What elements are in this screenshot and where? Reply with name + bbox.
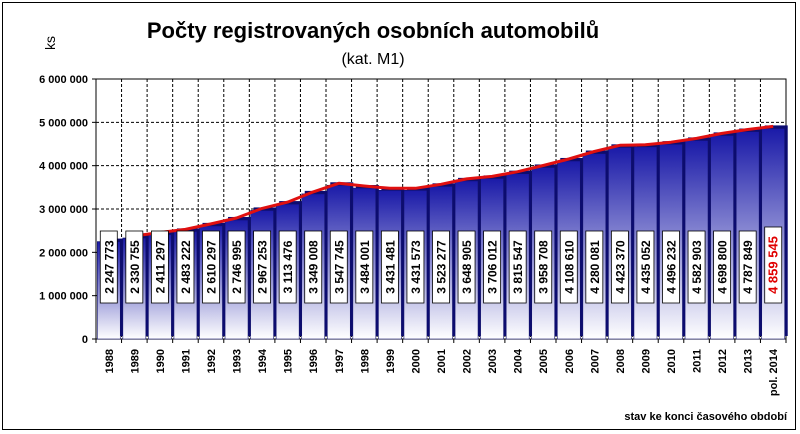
- x-tick-label: 2003: [487, 349, 499, 373]
- plot-area: 0 1 000 000 2 000 000 3 000 000 4 000 000 5 0…: [39, 74, 788, 396]
- x-tick-label: pol. 2014: [768, 348, 780, 396]
- value-label-box: [508, 230, 527, 304]
- x-tick-label: 1989: [129, 349, 141, 373]
- y-tick-label: 1 000 000: [39, 291, 88, 303]
- x-tick-label: 1997: [334, 349, 346, 373]
- x-tick-label: 1993: [232, 349, 244, 373]
- x-tick-label: 1990: [155, 349, 167, 373]
- y-axis-label: ks: [42, 36, 58, 50]
- value-label: 2 411 297: [153, 240, 167, 293]
- value-label-box: [304, 230, 323, 304]
- value-label: 4 787 849: [741, 240, 755, 294]
- chart-subtitle: (kat. M1): [341, 51, 404, 68]
- bar-chart: Počty registrovaných osobních automobilů…: [39, 18, 788, 423]
- value-label-box: [738, 230, 757, 304]
- value-label: 4 859 545: [766, 236, 781, 294]
- x-tick-label: 1996: [308, 349, 320, 373]
- x-tick-label: 2009: [640, 349, 652, 373]
- value-label: 3 648 905: [460, 240, 474, 294]
- chart-frame: Počty registrovaných osobních automobilů…: [2, 2, 796, 430]
- value-label: 2 746 995: [230, 240, 244, 294]
- value-label: 2 483 222: [179, 240, 193, 294]
- y-tick-label: 0: [82, 334, 88, 346]
- value-label: 2 610 297: [205, 240, 219, 294]
- footnote: stav ke konci časového období: [624, 411, 788, 423]
- value-label-box: [202, 230, 220, 304]
- value-label-box: [483, 230, 502, 304]
- value-label-box: [278, 230, 297, 304]
- value-label: 4 423 370: [613, 240, 627, 294]
- value-label-box: [227, 230, 246, 304]
- value-label-box: [534, 230, 553, 304]
- x-tick-label: 2005: [538, 349, 550, 373]
- y-tick-label: 4 000 000: [39, 161, 88, 173]
- x-tick-label: 2004: [513, 348, 525, 373]
- y-tick-label: 5 000 000: [39, 117, 88, 129]
- x-tick-label: 2001: [436, 349, 448, 373]
- value-label-box: [585, 230, 604, 304]
- x-tick-label: 2012: [717, 349, 729, 373]
- value-label-box: [662, 230, 680, 304]
- value-label-box: [610, 230, 629, 304]
- value-label: 3 706 012: [486, 240, 500, 294]
- value-label: 4 435 052: [639, 240, 653, 294]
- value-label: 3 547 745: [332, 240, 346, 294]
- x-tick-label: 2006: [564, 349, 576, 373]
- x-tick-label: 2010: [666, 349, 678, 373]
- y-tick-label: 2 000 000: [39, 247, 88, 259]
- x-tick-label: 2013: [743, 349, 755, 373]
- x-tick-label: 2008: [615, 349, 627, 373]
- value-label-box: [355, 230, 374, 304]
- value-label: 3 431 573: [409, 240, 423, 294]
- value-label-box: [687, 230, 706, 304]
- value-label: 3 484 001: [358, 240, 372, 294]
- x-tick-label: 1988: [104, 349, 116, 373]
- value-label: 4 698 800: [716, 240, 730, 294]
- x-tick-label: 1998: [359, 349, 371, 373]
- value-label-box: [99, 230, 118, 304]
- value-label-box: [559, 230, 578, 304]
- value-label-box: [406, 230, 425, 304]
- value-label: 3 431 481: [383, 240, 397, 294]
- value-label-box: [253, 230, 272, 304]
- x-tick-label: 1999: [385, 349, 397, 373]
- value-label-box: [457, 230, 476, 304]
- x-tick-label: 1992: [206, 349, 218, 373]
- value-label-box: [176, 230, 195, 304]
- x-tick-label: 2002: [462, 349, 474, 373]
- x-tick-label: 2007: [589, 349, 601, 373]
- value-label: 3 349 008: [307, 240, 321, 294]
- value-label: 3 523 277: [435, 240, 449, 294]
- x-tick-label: 1991: [180, 349, 192, 373]
- value-label-box: [150, 230, 169, 304]
- x-tick-label: 1995: [283, 349, 295, 373]
- x-tick-label: 1994: [257, 348, 269, 373]
- value-label: 2 247 773: [102, 240, 116, 294]
- value-label: 2 330 755: [128, 240, 142, 294]
- value-label-box: [764, 226, 783, 304]
- x-tick-label: 2000: [410, 349, 422, 373]
- trend-line: [134, 124, 774, 238]
- value-label: 4 108 610: [562, 240, 576, 294]
- value-label-box: [636, 230, 655, 304]
- value-label: 3 815 547: [511, 240, 525, 294]
- y-tick-label: 6 000 000: [39, 74, 88, 86]
- value-label: 4 582 903: [690, 240, 704, 294]
- value-label-box: [380, 230, 399, 304]
- chart-title: Počty registrovaných osobních automobilů: [147, 18, 599, 43]
- value-label-box: [713, 230, 732, 304]
- value-label-box: [125, 230, 144, 304]
- x-tick-label: 2011: [692, 349, 704, 373]
- value-label: 3 113 476: [281, 240, 295, 293]
- value-label: 2 967 253: [256, 240, 270, 294]
- y-tick-label: 3 000 000: [39, 204, 88, 216]
- value-label: 3 958 708: [537, 240, 551, 294]
- value-label: 4 280 081: [588, 240, 602, 294]
- value-label-box: [432, 230, 450, 304]
- value-label-box: [329, 230, 348, 304]
- value-label: 4 496 232: [665, 240, 679, 294]
